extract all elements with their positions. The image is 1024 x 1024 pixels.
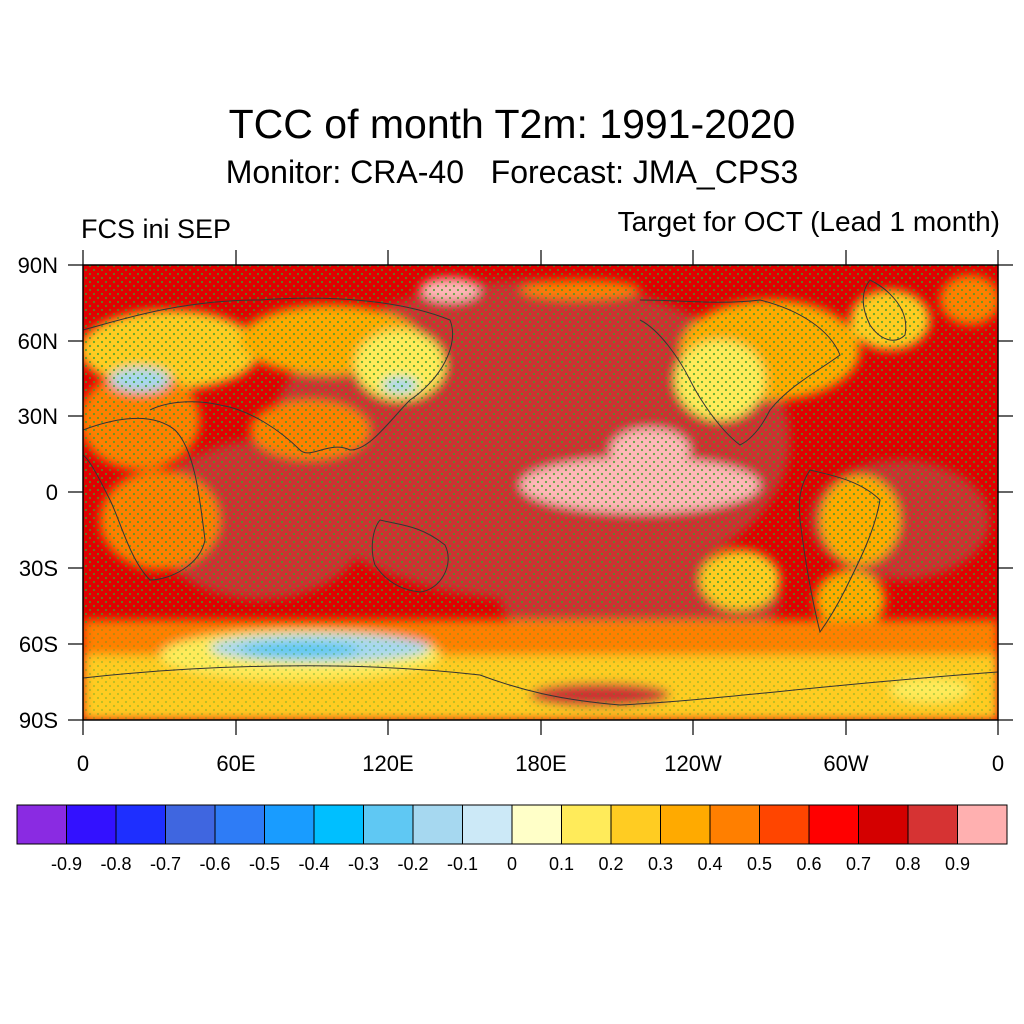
colorbar-tick-label: -0.4: [298, 854, 330, 874]
lat-ticks: [68, 264, 1013, 721]
colorbar-swatch: [412, 804, 463, 845]
colorbar-tick-label: 0.5: [746, 854, 773, 874]
colorbar-swatch: [165, 804, 216, 845]
lat-label-30s: 30S: [18, 556, 58, 581]
colorbar-tick-label: -0.2: [397, 854, 429, 874]
lon-label-180e: 180E: [515, 751, 567, 776]
colorbar-tick-label: 0.3: [647, 854, 674, 874]
lon-ticks: [82, 250, 999, 735]
colorbar-swatch: [66, 804, 117, 845]
colorbar-swatch: [462, 804, 513, 845]
initial-month-label: FCS ini SEP: [81, 214, 232, 244]
lat-label-60n: 60N: [17, 329, 58, 354]
lon-label-60e: 60E: [216, 751, 256, 776]
lon-label-120w: 120W: [664, 751, 722, 776]
tcc-field: [83, 265, 998, 720]
colorbar-swatch: [511, 804, 562, 845]
colorbar-tick-label: -0.6: [199, 854, 231, 874]
colorbar-tick-label: 0.8: [895, 854, 921, 874]
colorbar-swatch: [907, 804, 958, 845]
chart-title: TCC of month T2m: 1991-2020: [228, 101, 796, 147]
colorbar-tick-label: 0.1: [548, 854, 575, 874]
colorbar-swatch: [858, 804, 909, 845]
lon-label-0-west: 0: [76, 751, 90, 776]
colorbar: [16, 804, 1008, 845]
colorbar-tick-label: 0.4: [697, 854, 723, 874]
colorbar-tick-label: 0.9: [944, 854, 971, 874]
colorbar-tick-label: 0: [506, 854, 517, 874]
colorbar-tick-label: -0.9: [50, 854, 83, 874]
colorbar-tick-label: 0.6: [796, 854, 822, 874]
lon-label-120e: 120E: [362, 751, 414, 776]
colorbar-swatch: [709, 804, 760, 845]
colorbar-swatch: [115, 804, 166, 845]
colorbar-tick-label: -0.8: [100, 854, 132, 874]
lat-label-eq: 0: [45, 480, 58, 505]
colorbar-swatch: [363, 804, 414, 845]
colorbar-swatch: [660, 804, 711, 845]
lat-label-60s: 60S: [18, 632, 58, 657]
colorbar-swatch: [957, 804, 1008, 845]
colorbar-tick-label: 0.7: [845, 854, 872, 874]
colorbar-swatch: [808, 804, 859, 845]
colorbar-tick-label: -0.5: [248, 854, 281, 874]
colorbar-tick-label: -0.3: [347, 854, 380, 874]
colorbar-tick-label: 0.2: [598, 854, 624, 874]
lon-label-60w: 60W: [823, 751, 869, 776]
lat-label-90n: 90N: [17, 253, 58, 278]
colorbar-swatch: [16, 804, 67, 845]
chart-subtitle: Monitor: CRA-40 Forecast: JMA_CPS3: [225, 154, 799, 190]
colorbar-swatch: [610, 804, 661, 845]
lat-label-30n: 30N: [17, 404, 58, 429]
target-month-label: Target for OCT (Lead 1 month): [617, 206, 1000, 237]
colorbar-swatch: [561, 804, 612, 845]
coastlines: [83, 279, 998, 706]
colorbar-swatch: [759, 804, 810, 845]
lat-label-90s: 90S: [18, 708, 58, 733]
colorbar-swatch: [264, 804, 315, 845]
colorbar-swatch: [313, 804, 364, 845]
colorbar-tick-label: -0.1: [446, 854, 479, 874]
lon-label-0-east: 0: [991, 751, 1005, 776]
colorbar-swatch: [214, 804, 265, 845]
colorbar-tick-label: -0.7: [149, 854, 182, 874]
